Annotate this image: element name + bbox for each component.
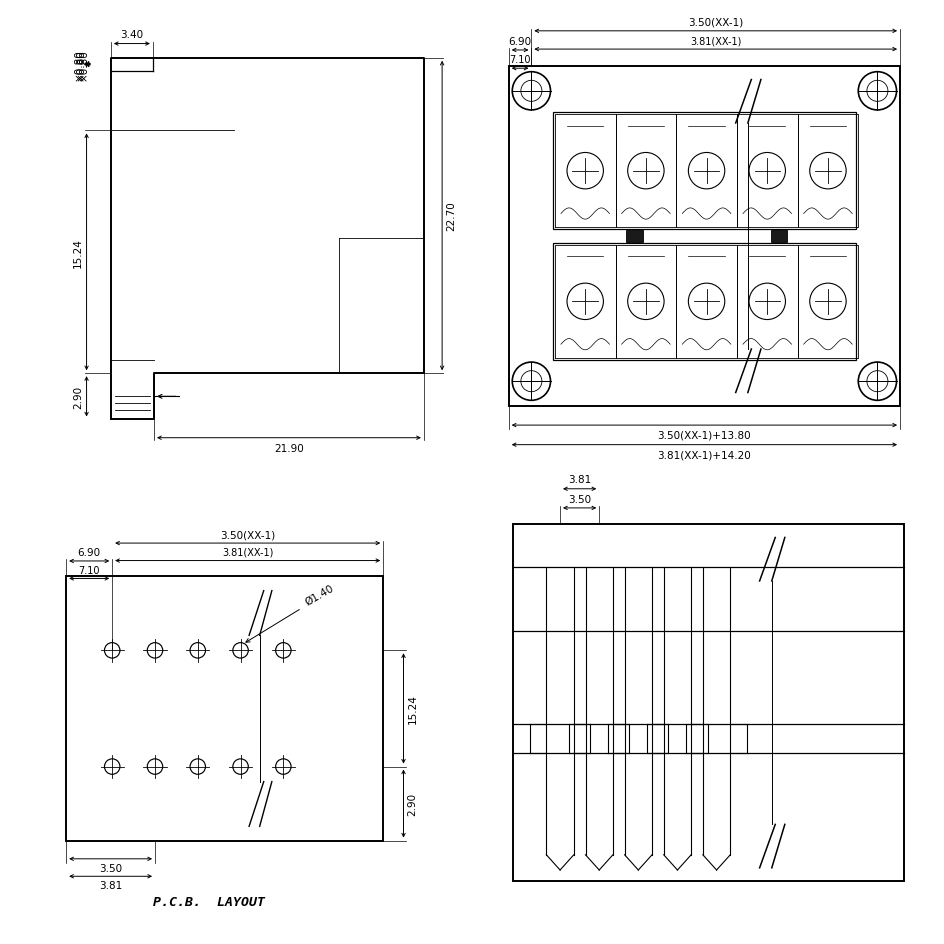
Text: ×0.80: ×0.80 bbox=[74, 49, 83, 81]
Text: 3.50(XX-1)+13.80: 3.50(XX-1)+13.80 bbox=[657, 430, 750, 440]
Bar bbox=[513, 525, 903, 881]
Text: 6.90: 6.90 bbox=[77, 548, 101, 557]
Bar bbox=[552, 113, 855, 230]
Text: ×0.80: ×0.80 bbox=[76, 49, 85, 81]
Text: 22.70: 22.70 bbox=[446, 201, 456, 231]
Bar bbox=[552, 244, 855, 361]
Text: 3.81: 3.81 bbox=[567, 475, 591, 485]
Text: 3.50: 3.50 bbox=[99, 863, 122, 873]
Text: 3.81(XX-1): 3.81(XX-1) bbox=[689, 36, 741, 46]
Text: 6.90: 6.90 bbox=[508, 37, 531, 46]
Text: ×0.80: ×0.80 bbox=[78, 49, 89, 81]
Text: 3.50: 3.50 bbox=[567, 494, 591, 504]
Text: 3.50(XX-1): 3.50(XX-1) bbox=[687, 17, 743, 27]
Text: 21.90: 21.90 bbox=[274, 443, 304, 453]
Text: 2.90: 2.90 bbox=[407, 792, 417, 816]
Text: 2.90: 2.90 bbox=[74, 385, 83, 409]
Text: 3.81(XX-1): 3.81(XX-1) bbox=[222, 548, 273, 557]
Text: 3.81: 3.81 bbox=[99, 881, 122, 890]
Text: 7.10: 7.10 bbox=[509, 56, 531, 65]
Text: P.C.B.  LAYOUT: P.C.B. LAYOUT bbox=[153, 896, 264, 908]
Text: 3.81(XX-1)+14.20: 3.81(XX-1)+14.20 bbox=[657, 449, 750, 460]
Text: 15.24: 15.24 bbox=[407, 694, 417, 724]
Bar bbox=[66, 577, 382, 840]
Text: 7.10: 7.10 bbox=[78, 565, 100, 575]
Bar bbox=[770, 230, 786, 243]
Text: 15.24: 15.24 bbox=[74, 238, 83, 267]
Bar bbox=[626, 230, 642, 243]
Text: 3.40: 3.40 bbox=[120, 29, 143, 40]
Text: 3.50(XX-1): 3.50(XX-1) bbox=[220, 530, 275, 539]
Text: Ø1.40: Ø1.40 bbox=[303, 582, 335, 606]
Bar bbox=[508, 67, 899, 406]
